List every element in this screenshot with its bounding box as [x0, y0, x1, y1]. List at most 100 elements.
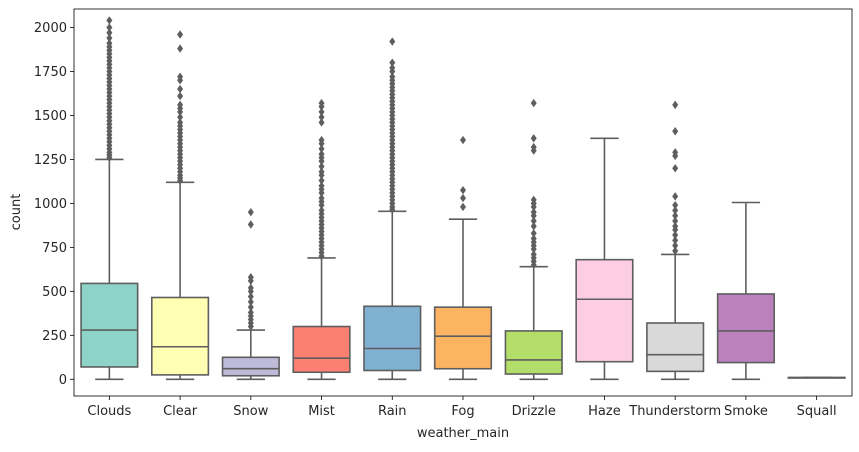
outlier-point [672, 163, 679, 173]
outlier-point [530, 142, 537, 152]
x-tick-label: Fog [451, 404, 474, 419]
outlier-point [318, 107, 325, 117]
plot-area [73, 8, 853, 397]
outlier-point [318, 98, 325, 108]
y-tick-label: 2000 [34, 21, 67, 36]
outlier-point [106, 33, 113, 43]
outlier-point [530, 195, 537, 205]
outlier-point [318, 167, 325, 176]
outlier-point [318, 135, 325, 145]
outlier-point [460, 135, 466, 145]
x-tick-label: Clear [163, 404, 198, 419]
box-iqr [80, 282, 139, 368]
box-squall [787, 376, 846, 379]
box-mist [292, 98, 351, 381]
outlier-point [177, 72, 184, 81]
outlier-point [530, 134, 537, 143]
y-tick-label: 1000 [34, 197, 67, 212]
box-iqr [504, 330, 563, 375]
outlier-point [672, 206, 679, 215]
outlier-point [530, 229, 537, 238]
outlier-point [460, 202, 466, 212]
x-tick-label: Thunderstorm [628, 404, 721, 419]
box-iqr [151, 296, 210, 376]
outlier-point [247, 292, 254, 301]
outlier-point [672, 100, 679, 110]
y-tick-label: 1750 [34, 65, 67, 80]
box-iqr [221, 356, 280, 377]
outlier-point [672, 200, 679, 210]
y-tick-label: 1500 [34, 109, 67, 124]
x-tick-label: Squall [797, 404, 837, 419]
box-iqr [646, 322, 705, 373]
outlier-point [530, 222, 537, 231]
outlier-point [247, 297, 254, 307]
x-tick-label: Snow [233, 404, 268, 419]
outlier-point [318, 181, 325, 190]
outlier-point [672, 246, 679, 256]
outlier-point [318, 206, 325, 215]
box-haze [575, 137, 634, 381]
box-iqr [363, 305, 422, 372]
outlier-point [530, 250, 537, 259]
outlier-point [106, 16, 113, 25]
box-snow [221, 207, 280, 381]
outlier-point [106, 23, 113, 32]
outlier-point [530, 207, 537, 217]
outlier-point [672, 127, 679, 136]
outlier-point [106, 28, 113, 37]
outlier-point [389, 63, 396, 73]
outlier-point [318, 144, 325, 154]
box-clear [151, 30, 210, 381]
outlier-point [318, 162, 325, 171]
x-tick-label: Mist [308, 404, 335, 419]
box-iqr [433, 306, 493, 370]
outlier-point [247, 220, 254, 229]
x-axis-label: weather_main [417, 426, 509, 441]
box-thunderstorm [646, 100, 705, 381]
y-tick-label: 500 [42, 285, 67, 300]
outlier-point [318, 176, 325, 185]
outlier-point [672, 230, 679, 240]
x-axis: Clouds Clear Snow Mist Rain Fog Drizzle Haze Thu… [87, 396, 837, 419]
outlier-point [460, 193, 466, 203]
outlier-point [247, 207, 254, 217]
x-tick-label: Clouds [87, 404, 131, 419]
outlier-point [389, 72, 396, 81]
y-tick-label: 250 [42, 329, 67, 344]
outlier-point [247, 302, 254, 312]
outlier-point [672, 236, 679, 245]
y-tick-label: 1250 [34, 153, 67, 168]
outlier-point [672, 216, 679, 226]
box-iqr [716, 293, 775, 364]
outlier-point [672, 148, 679, 157]
outlier-point [672, 222, 679, 231]
outlier-point [530, 216, 537, 226]
y-axis-label: count [9, 194, 24, 231]
outlier-point [106, 39, 113, 48]
outlier-point [389, 58, 396, 67]
outlier-point [247, 308, 254, 317]
box-iqr [575, 258, 634, 363]
outlier-point [177, 118, 184, 127]
box-clouds [80, 16, 139, 381]
outlier-point [530, 98, 537, 108]
outlier-point [672, 211, 679, 220]
x-tick-label: Smoke [724, 404, 768, 419]
y-tick-label: 0 [59, 373, 67, 388]
outlier-point [460, 185, 466, 195]
outlier-point [672, 241, 679, 250]
outlier-point [247, 283, 254, 293]
outlier-point [177, 91, 184, 101]
box-smoke [716, 201, 775, 381]
outlier-point [177, 84, 184, 94]
box-fog [433, 135, 493, 381]
box-rain [363, 37, 422, 381]
box-drizzle [504, 98, 563, 381]
x-tick-label: Rain [378, 404, 407, 419]
x-tick-label: Drizzle [512, 404, 556, 419]
outlier-point [177, 112, 184, 122]
outlier-point [318, 118, 325, 127]
